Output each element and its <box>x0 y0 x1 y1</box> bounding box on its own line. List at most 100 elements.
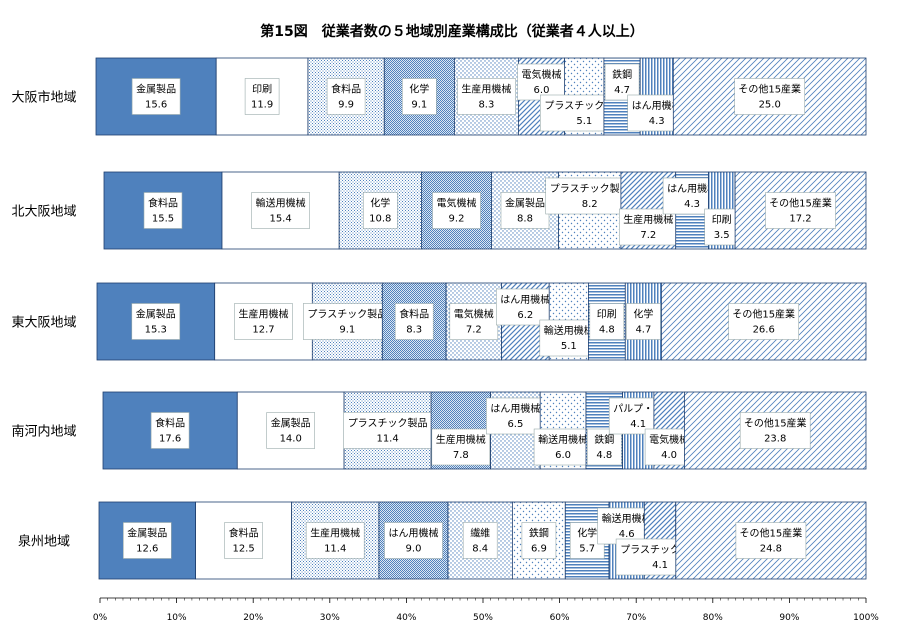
segment-category-label: はん用機械 <box>632 99 682 112</box>
segment-category-label: はん用機械 <box>667 182 717 195</box>
data-label: 生産用機械 7.8 <box>431 428 491 466</box>
data-label: 鉄鋼 6.9 <box>521 522 557 559</box>
segment-category-label: 化学 <box>409 83 429 96</box>
segment-category-label: はん用機械 <box>389 527 439 540</box>
segment-value-label: 11.4 <box>324 544 346 555</box>
segment-value-label: 5.1 <box>561 341 577 352</box>
segment-value-label: 24.8 <box>760 544 782 555</box>
segment-category-label: 電気機械 <box>454 308 494 321</box>
segment-category-label: 繊維 <box>470 527 490 540</box>
segment-category-label: 食料品 <box>399 308 429 321</box>
segment-category-label: プラスチック製品 <box>550 182 630 195</box>
segment-category-label: 鉄鋼 <box>612 68 632 81</box>
segment-category-label: 食料品 <box>331 83 361 96</box>
x-tick-label: 60% <box>550 613 570 623</box>
region-row: 大阪市地域 金属製品 15.6 印刷 11.9 食料品 9.9 化学 9.1 生産用機械 8.3 電気… <box>11 57 867 136</box>
segment-value-label: 25.0 <box>759 100 781 111</box>
segment-value-label: 17.6 <box>159 434 181 445</box>
data-label: 生産用機械 12.7 <box>234 303 293 340</box>
segment-category-label: 化学 <box>370 197 390 210</box>
segment-value-label: 17.2 <box>789 214 811 225</box>
data-label: 金属製品 12.6 <box>123 522 172 559</box>
data-label: 印刷 4.8 <box>589 303 625 340</box>
segment-value-label: 8.2 <box>582 199 598 210</box>
segment-category-label: 食料品 <box>229 527 259 540</box>
x-tick-label: 90% <box>779 613 799 623</box>
segment-value-label: 15.6 <box>145 100 167 111</box>
data-label: 輸送用機械 15.4 <box>251 192 310 229</box>
segment-category-label: プラスチック製品 <box>348 417 428 430</box>
segment-value-label: 9.2 <box>449 214 465 225</box>
segment-value-label: 6.0 <box>534 85 550 96</box>
segment-value-label: 4.8 <box>599 325 615 336</box>
segment-category-label: 金属製品 <box>136 83 176 96</box>
segment-value-label: 12.5 <box>232 544 254 555</box>
data-label: 印刷 3.5 <box>704 208 740 246</box>
segment-category-label: その他15産業 <box>769 197 832 210</box>
segment-category-label: その他15産業 <box>744 417 807 430</box>
segment-value-label: 14.0 <box>280 434 302 445</box>
data-label: 金属製品 15.3 <box>131 303 181 340</box>
segment-category-label: 生産用機械 <box>239 308 289 321</box>
x-tick-label: 100% <box>853 613 879 623</box>
segment-value-label: 6.0 <box>555 450 571 461</box>
data-label: その他15産業 23.8 <box>739 412 811 449</box>
region-row: 東大阪地域 金属製品 15.3 生産用機械 12.7 プラスチック製品 9.1 食料品 8.3 電… <box>11 282 867 361</box>
segment-category-label: 生産用機械 <box>623 213 673 226</box>
data-label: 金属製品 14.0 <box>266 412 316 449</box>
segment-category-label: 金属製品 <box>271 417 311 430</box>
x-tick-label: 50% <box>473 613 493 623</box>
segment-value-label: 9.9 <box>338 100 354 111</box>
data-label: 電気機械 7.2 <box>449 303 499 340</box>
segment-value-label: 8.3 <box>478 100 494 111</box>
segment-value-label: 5.1 <box>576 116 592 127</box>
x-tick-label: 80% <box>703 613 723 623</box>
segment-category-label: 鉄鋼 <box>594 433 614 446</box>
data-label: 電気機械 9.2 <box>432 192 481 229</box>
segment-category-label: 輸送用機械 <box>544 324 594 337</box>
segment-value-label: 4.7 <box>635 325 651 336</box>
segment-value-label: 9.1 <box>339 325 355 336</box>
segment-category-label: その他15産業 <box>732 308 795 321</box>
segment-category-label: 輸送用機械 <box>256 197 306 210</box>
segment-value-label: 15.5 <box>152 214 174 225</box>
segment-value-label: 3.5 <box>714 230 730 241</box>
segment-value-label: 15.3 <box>145 325 167 336</box>
segment-value-label: 7.2 <box>640 230 656 241</box>
segment-value-label: 6.2 <box>517 310 533 321</box>
x-tick-label: 40% <box>396 613 416 623</box>
data-label: はん用機械 9.0 <box>384 522 443 559</box>
segment-value-label: 7.2 <box>466 325 482 336</box>
bar-segment <box>236 391 345 470</box>
segment-value-label: 5.7 <box>579 544 595 555</box>
segment-value-label: 4.8 <box>596 450 612 461</box>
data-label: 食料品 17.6 <box>150 412 190 449</box>
data-label: その他15産業 17.2 <box>765 192 836 229</box>
data-label: 化学 4.7 <box>626 303 661 340</box>
data-label: 化学 10.8 <box>362 192 398 229</box>
segment-category-label: 化学 <box>577 527 597 540</box>
data-label: 生産用機械 8.3 <box>457 78 516 115</box>
segment-value-label: 11.9 <box>251 100 273 111</box>
data-label: 鉄鋼 4.8 <box>586 428 622 466</box>
segment-category-label: 電気機械 <box>522 68 562 81</box>
segment-category-label: 生産用機械 <box>436 433 486 446</box>
x-tick-label: 10% <box>167 613 187 623</box>
segment-value-label: 8.3 <box>406 325 422 336</box>
data-label: 生産用機械 11.4 <box>305 522 365 559</box>
segment-value-label: 26.6 <box>753 325 775 336</box>
segment-category-label: 食料品 <box>148 197 178 210</box>
data-label: その他15産業 25.0 <box>734 78 806 115</box>
x-tick-label: 20% <box>243 613 263 623</box>
region-row: 泉州地域 金属製品 12.6 食料品 12.5 生産用機械 11.4 はん用機械 9.0 繊維 8.… <box>18 501 867 580</box>
data-label: 繊維 8.4 <box>462 522 498 559</box>
segment-category-label: 印刷 <box>597 309 617 321</box>
data-label: 金属製品 8.8 <box>500 192 550 229</box>
data-label: 食料品 15.5 <box>143 192 183 229</box>
segment-category-label: 輸送用機械 <box>538 433 588 446</box>
data-label: はん用機械 6.2 <box>495 288 555 326</box>
region-row: 南河内地域 食料品 17.6 金属製品 14.0 プラスチック製品 11.4 生産用機械 7.8… <box>11 391 867 470</box>
segment-category-label: 印刷 <box>712 214 732 226</box>
segment-category-label: 生産用機械 <box>461 83 511 96</box>
